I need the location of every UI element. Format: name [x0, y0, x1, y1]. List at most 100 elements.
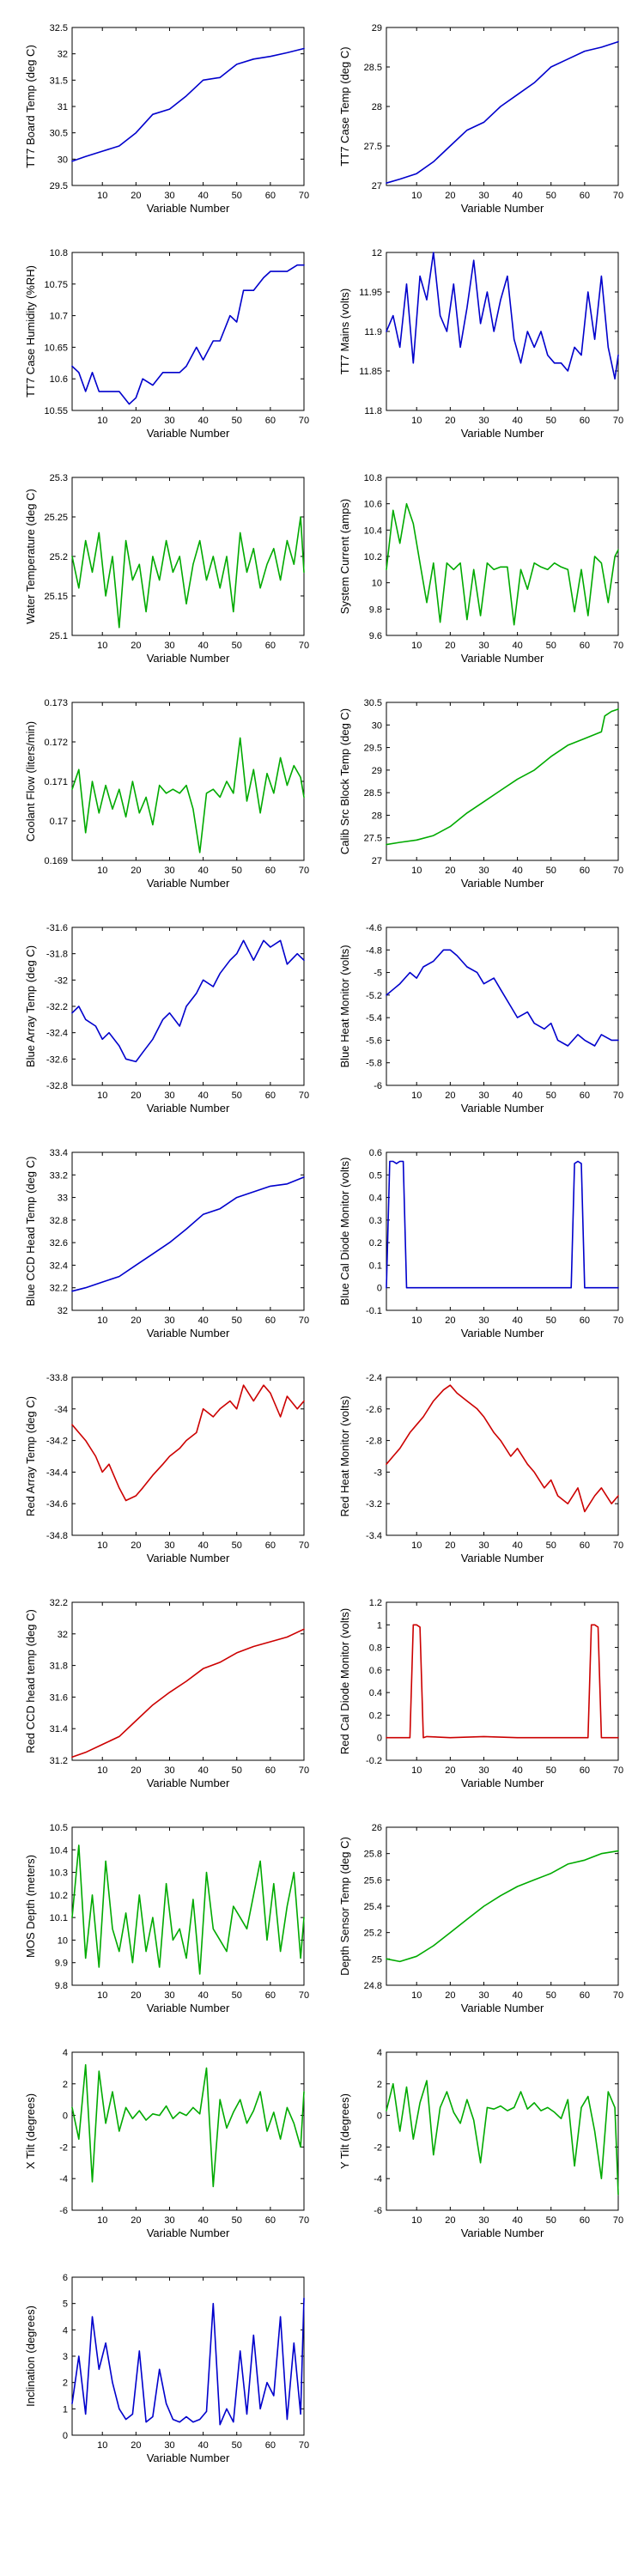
chart-panel-16: -0.2 0 0.2 0.4 0.6 0.8 1 1.2 10 20 30 40 50 60 70 Varia…: [338, 1598, 623, 1789]
x-axis-label: Variable Number: [147, 2002, 230, 2014]
x-tick-label: 10: [97, 1765, 107, 1776]
series-line: [386, 708, 619, 846]
y-tick-label: 0.172: [44, 738, 68, 748]
x-tick-label: 30: [164, 191, 174, 201]
y-axis-label: X Tilt (degrees): [24, 2093, 37, 2169]
y-tick-label: -5.8: [366, 1059, 382, 1069]
y-tick-label: 31: [58, 102, 68, 112]
y-tick-label: 25.15: [44, 592, 68, 602]
y-tick-label: 31.5: [50, 76, 68, 86]
y-tick-label: 30: [372, 720, 382, 731]
x-tick-label: 40: [512, 191, 522, 201]
x-axis-label: Variable Number: [147, 1102, 230, 1115]
chart-panel-2: 27 27.5 28 28.5 29 10 20 30 40 50 60 70 Variable Num…: [338, 23, 623, 215]
y-tick-label: -6: [374, 1081, 382, 1091]
y-tick-label: 29.5: [50, 181, 68, 191]
x-tick-label: 10: [411, 1540, 422, 1551]
y-tick-label: 10.2: [364, 552, 382, 562]
series-line: [71, 1628, 305, 1759]
x-tick-label: 10: [411, 866, 422, 876]
x-tick-label: 50: [232, 1990, 242, 2001]
chart-panel-3: 10.55 10.6 10.65 10.7 10.75 10.8 10 20 30 40 50 60 7…: [24, 248, 309, 440]
x-tick-label: 50: [546, 191, 556, 201]
x-tick-label: 30: [164, 866, 174, 876]
x-axis-label: Variable Number: [147, 427, 230, 440]
y-tick-label: -34.8: [46, 1531, 68, 1541]
y-tick-label: 11.8: [364, 406, 382, 416]
x-tick-label: 10: [411, 1091, 422, 1101]
y-tick-label: 29: [372, 23, 382, 33]
plot-frame: [71, 2051, 305, 2211]
y-tick-label: 1: [377, 1620, 382, 1631]
x-tick-label: 10: [97, 191, 107, 201]
y-tick-label: -4.8: [366, 945, 382, 956]
chart-panel-18: 24.8 25 25.2 25.4 25.6 25.8 26 10 20 30 40 50 60 70 Va…: [338, 1823, 623, 2014]
y-axis-label: Blue Heat Monitor (volts): [338, 945, 351, 1067]
chart-panel-19: -6 -4 -2 0 2 4 10 20 30 40 50 60 70 Variable Number X …: [24, 2048, 309, 2239]
x-tick-label: 60: [580, 416, 590, 426]
series-line: [71, 2297, 305, 2426]
x-tick-label: 40: [512, 641, 522, 651]
y-tick-label: -34.2: [46, 1437, 68, 1447]
x-tick-label: 50: [232, 191, 242, 201]
plot-frame: [71, 1826, 305, 1986]
y-tick-label: 25: [372, 1954, 382, 1965]
y-axis-label: TT7 Mains (volts): [338, 289, 351, 374]
x-tick-label: 40: [197, 191, 208, 201]
chart-panel-21: 0 1 2 3 4 5 6 10 20 30 40 50 60 70 Variable Number Incl…: [24, 2273, 309, 2464]
x-tick-label: 70: [299, 1315, 309, 1326]
x-tick-label: 50: [232, 2215, 242, 2226]
x-tick-label: 60: [580, 1315, 590, 1326]
x-tick-label: 60: [265, 416, 276, 426]
x-tick-label: 70: [299, 866, 309, 876]
plot-frame: [386, 1376, 619, 1536]
y-tick-label: 10.4: [50, 1845, 68, 1856]
x-tick-label: 20: [131, 1990, 141, 2001]
y-tick-label: 0.173: [44, 698, 68, 708]
y-tick-label: 1: [63, 2404, 68, 2415]
plot-frame: [71, 477, 305, 636]
y-tick-label: 33.2: [50, 1170, 68, 1181]
x-tick-label: 60: [580, 641, 590, 651]
y-tick-label: -2: [59, 2142, 68, 2153]
x-tick-label: 40: [197, 1091, 208, 1101]
x-tick-label: 50: [232, 1315, 242, 1326]
y-tick-label: 31.6: [50, 1692, 68, 1703]
y-tick-label: 10.75: [44, 280, 68, 290]
y-tick-label: 27.5: [364, 142, 382, 152]
y-tick-label: 32.8: [50, 1216, 68, 1226]
series-line: [386, 1624, 619, 1739]
y-tick-label: 10.8: [364, 473, 382, 483]
x-tick-label: 60: [580, 191, 590, 201]
y-tick-label: 0.4: [369, 1194, 382, 1204]
x-tick-label: 50: [546, 2215, 556, 2226]
series-line: [386, 1850, 619, 1963]
x-tick-label: 30: [164, 1315, 174, 1326]
y-tick-label: 11.95: [359, 288, 382, 298]
y-tick-label: 0: [377, 1734, 382, 1744]
x-tick-label: 40: [512, 1765, 522, 1776]
x-tick-label: 10: [411, 416, 422, 426]
x-tick-label: 50: [546, 1990, 556, 2001]
y-tick-label: -32.4: [46, 1029, 68, 1039]
y-tick-label: 10.7: [50, 312, 68, 322]
y-tick-label: 33: [58, 1194, 68, 1204]
series-line: [71, 516, 305, 629]
x-axis-label: Variable Number: [461, 202, 544, 215]
x-tick-label: 70: [613, 641, 623, 651]
x-tick-label: 20: [131, 2440, 141, 2451]
x-tick-label: 50: [232, 1091, 242, 1101]
x-tick-label: 70: [613, 2215, 623, 2226]
x-tick-label: 70: [613, 416, 623, 426]
y-tick-label: 28: [372, 102, 382, 112]
x-tick-label: 70: [613, 1540, 623, 1551]
x-tick-label: 20: [445, 1315, 455, 1326]
x-tick-label: 10: [97, 2215, 107, 2226]
x-tick-label: 70: [613, 191, 623, 201]
y-tick-label: -3.2: [366, 1499, 382, 1510]
y-tick-label: 10.6: [50, 374, 68, 385]
x-tick-label: 30: [478, 416, 489, 426]
x-tick-label: 60: [265, 1765, 276, 1776]
y-tick-label: 32.6: [50, 1238, 68, 1249]
